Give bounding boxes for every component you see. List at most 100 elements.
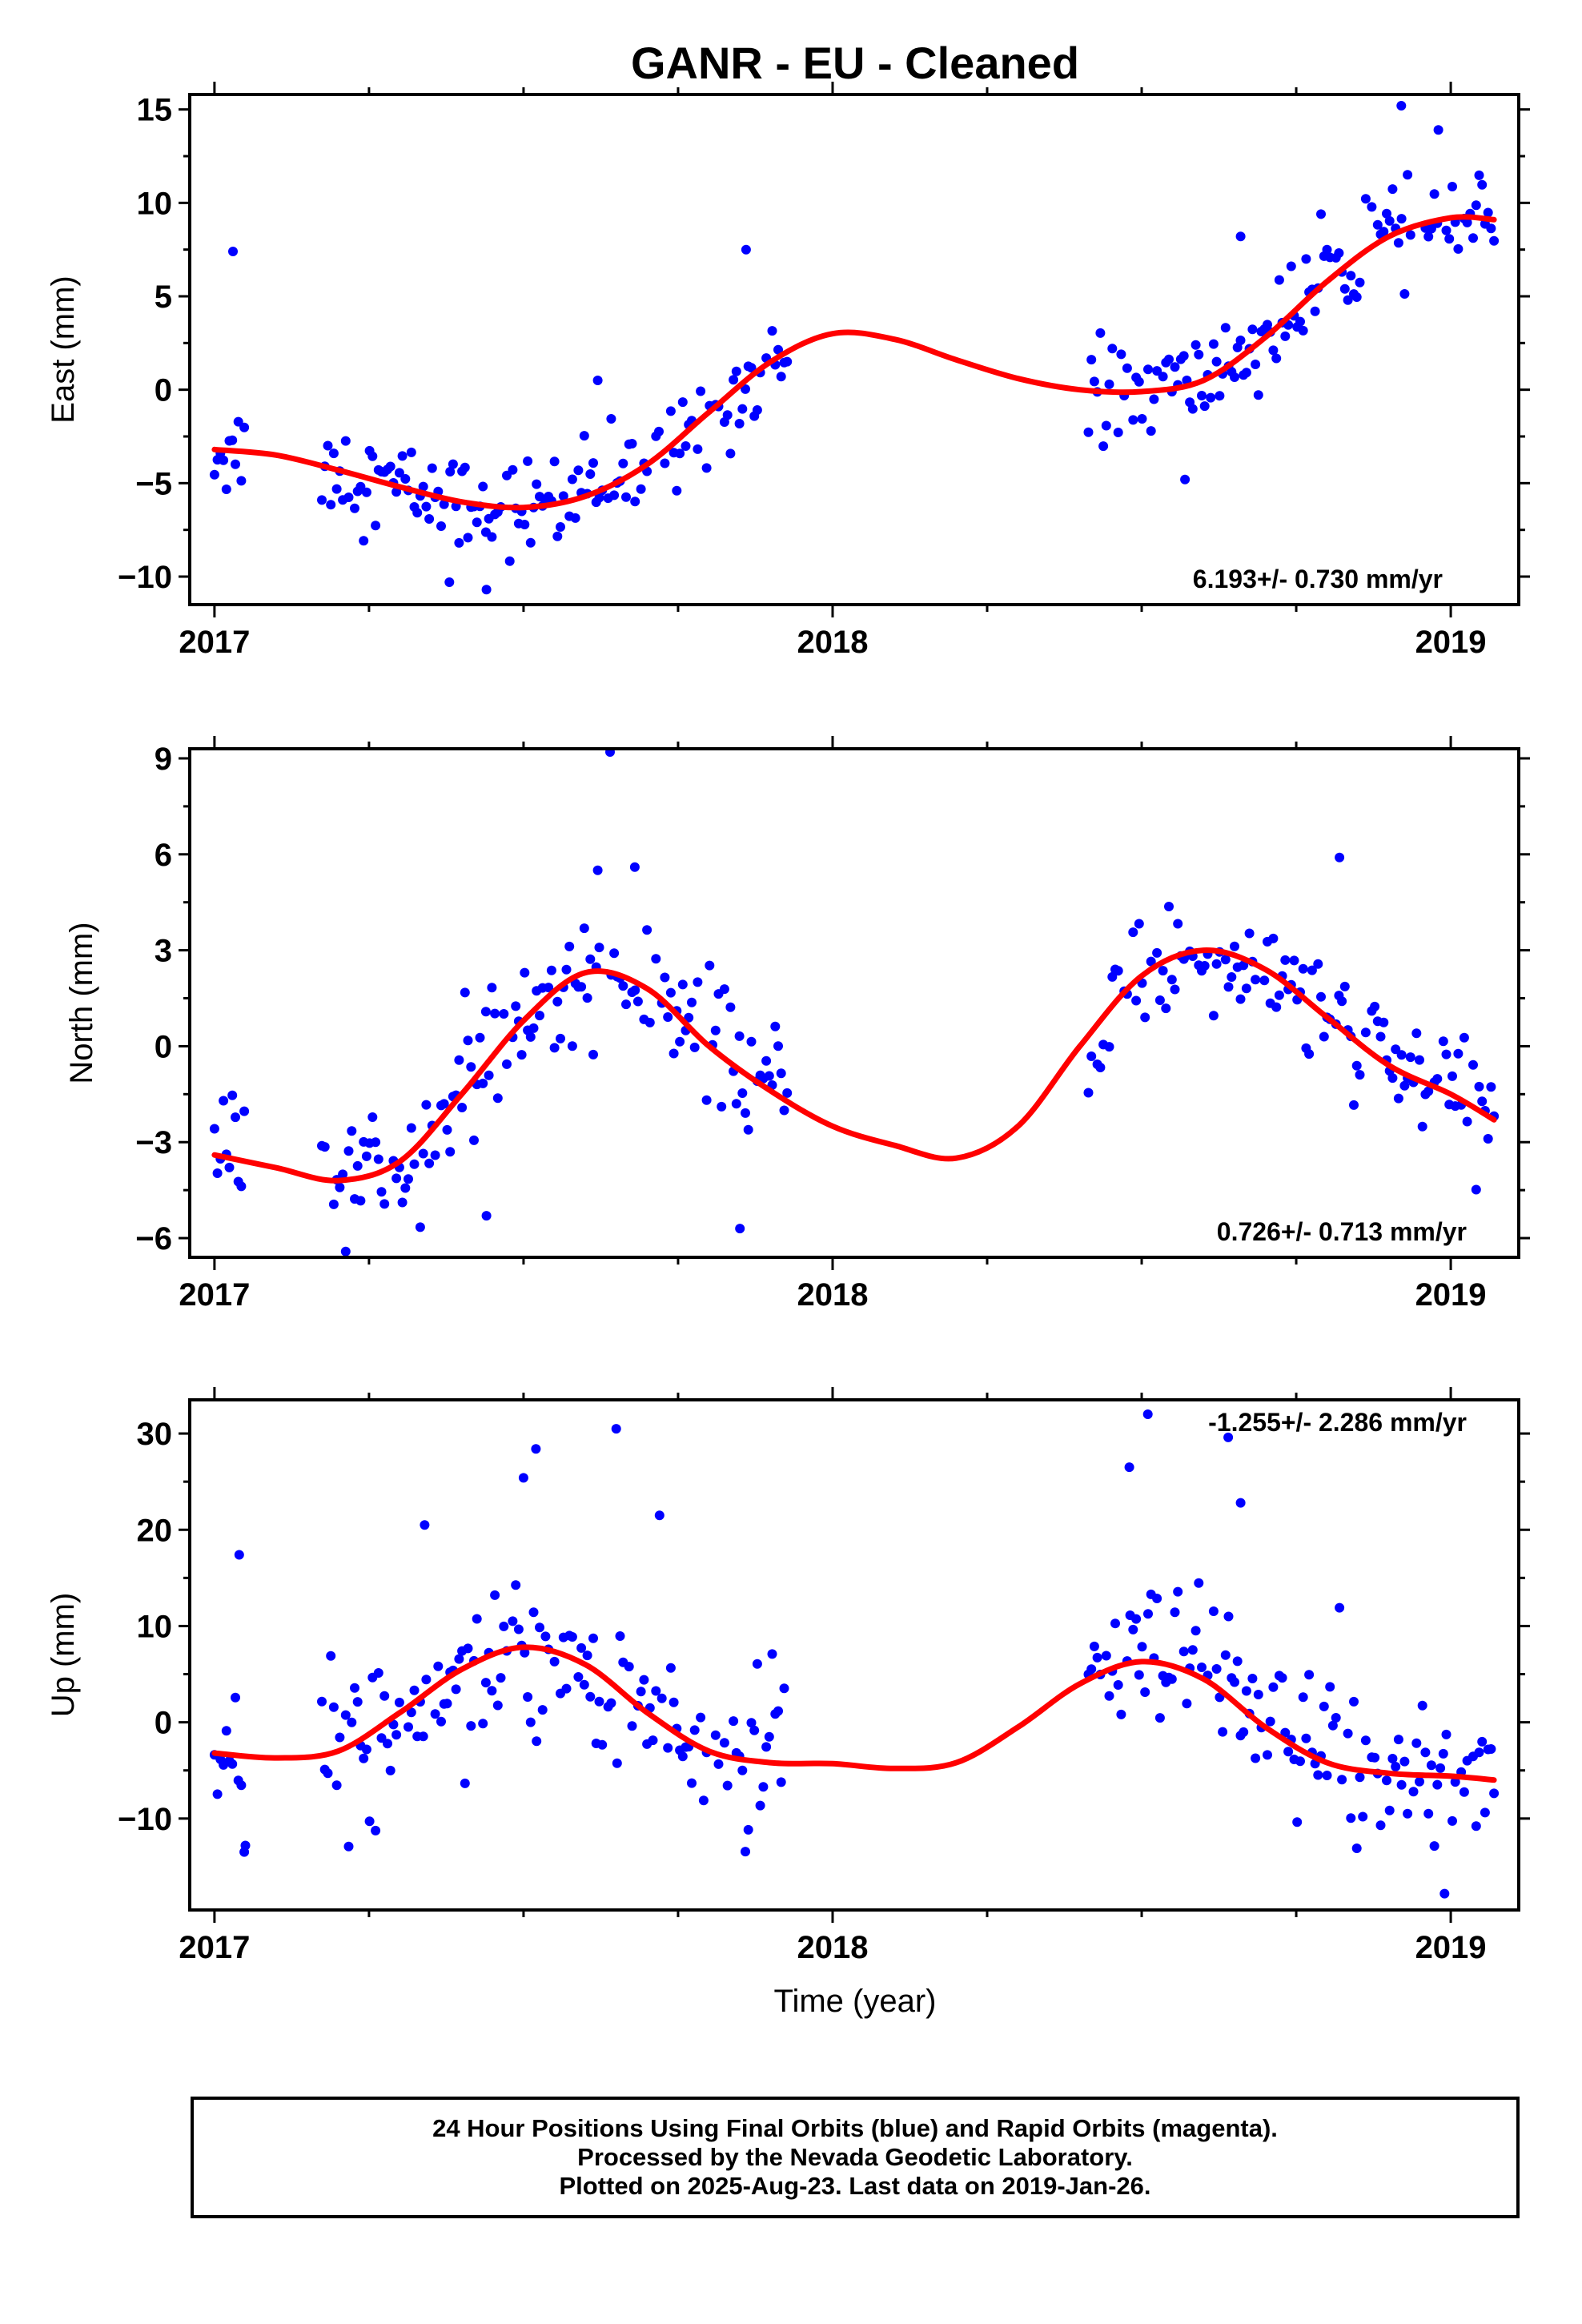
north-rate-label: 0.726+/- 0.713 mm/yr <box>1217 1217 1467 1246</box>
data-point <box>1355 277 1365 287</box>
data-point <box>1351 1060 1362 1071</box>
data-point <box>359 1753 369 1763</box>
y-tick-label: 10 <box>137 1609 173 1644</box>
data-point <box>528 1023 539 1033</box>
data-point <box>1220 323 1231 333</box>
data-point <box>352 1160 363 1171</box>
data-point <box>693 977 703 987</box>
data-point <box>725 448 736 459</box>
data-point <box>698 1795 709 1806</box>
data-point <box>582 1651 592 1661</box>
data-point <box>677 397 688 408</box>
data-point <box>1384 1805 1395 1815</box>
data-point <box>212 1168 223 1178</box>
data-point <box>1194 1578 1204 1588</box>
data-point <box>1244 928 1255 939</box>
data-point <box>481 1211 492 1221</box>
data-point <box>729 1716 739 1727</box>
data-point <box>734 419 745 428</box>
east-y-axis-label: East (mm) <box>46 275 81 423</box>
data-point <box>540 1631 551 1642</box>
up-fit-curve <box>211 1644 1497 1783</box>
data-point <box>1316 991 1326 1002</box>
data-point <box>654 1510 665 1521</box>
data-point <box>1208 339 1219 349</box>
data-point <box>484 1070 494 1080</box>
data-point <box>1471 200 1481 211</box>
data-point <box>1370 1001 1380 1011</box>
data-point <box>689 1725 700 1735</box>
data-point <box>741 384 750 394</box>
data-point <box>436 521 446 531</box>
x-axis-label: Time (year) <box>774 1984 937 2019</box>
data-point <box>1483 207 1493 218</box>
data-point <box>1194 349 1204 360</box>
data-point <box>1143 364 1153 375</box>
data-point <box>397 451 408 461</box>
data-point <box>576 982 587 992</box>
data-point <box>573 465 584 476</box>
data-point <box>361 1151 371 1161</box>
data-point <box>612 1758 622 1768</box>
data-point <box>418 1731 428 1742</box>
data-point <box>335 1732 345 1743</box>
data-point <box>502 1059 512 1069</box>
data-point <box>361 487 371 497</box>
data-point <box>722 1780 733 1791</box>
data-point <box>1235 231 1246 242</box>
data-point <box>1403 1808 1413 1819</box>
data-point <box>663 1743 673 1753</box>
data-point <box>1152 366 1162 376</box>
data-point <box>1230 941 1239 951</box>
north-frame <box>188 747 1520 1259</box>
data-point <box>442 1124 452 1135</box>
east-points <box>209 101 1500 595</box>
data-point <box>379 1199 390 1209</box>
data-point <box>525 537 536 548</box>
data-point <box>618 981 628 991</box>
data-point <box>1399 1080 1410 1091</box>
data-point <box>1101 1651 1111 1661</box>
north-panel: −6 −3 0 3 6 9 2017 2018 2019 North (mm) 0.726+/- 0… <box>64 736 1530 1313</box>
data-point <box>532 1736 542 1747</box>
data-point <box>588 458 598 468</box>
data-point <box>371 1137 381 1148</box>
data-point <box>490 1590 500 1600</box>
data-point <box>331 484 342 494</box>
data-point <box>335 1182 345 1192</box>
data-point <box>758 1782 769 1792</box>
data-point <box>1343 1728 1353 1739</box>
data-point <box>1370 1752 1380 1763</box>
data-point <box>340 1710 351 1720</box>
data-point <box>421 1100 432 1110</box>
data-point <box>487 1686 497 1696</box>
data-point <box>391 1730 402 1740</box>
data-point <box>326 1651 336 1661</box>
data-point <box>749 1725 760 1735</box>
data-point <box>1104 379 1114 389</box>
data-point <box>696 1712 706 1723</box>
data-point <box>605 749 615 757</box>
data-point <box>1107 971 1118 982</box>
data-point <box>1382 1775 1391 1786</box>
data-point <box>1399 289 1410 299</box>
data-point <box>1268 933 1279 943</box>
data-point <box>1089 1641 1099 1651</box>
data-point <box>1247 324 1258 335</box>
data-point <box>573 1672 584 1682</box>
data-point <box>224 1162 235 1172</box>
data-point <box>1211 1664 1222 1674</box>
data-point <box>632 996 643 1007</box>
data-point <box>651 1686 661 1696</box>
data-point <box>1215 391 1225 401</box>
data-point <box>1316 209 1326 219</box>
data-point <box>1146 426 1156 436</box>
data-point <box>567 1041 577 1051</box>
data-point <box>556 522 565 532</box>
data-point <box>731 366 741 376</box>
data-point <box>1265 1716 1275 1727</box>
data-point <box>741 1847 750 1857</box>
data-point <box>1146 956 1156 967</box>
data-point <box>1384 215 1395 226</box>
data-point <box>1191 1626 1201 1636</box>
